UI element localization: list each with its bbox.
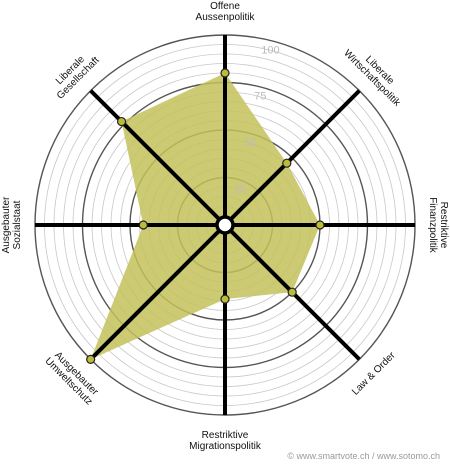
axis-label-line: Offene bbox=[210, 1, 240, 12]
axis-spoke bbox=[89, 223, 227, 361]
profile-area bbox=[90, 73, 320, 360]
axis-label-line: Aussenpolitik bbox=[196, 12, 256, 23]
data-point bbox=[138, 220, 148, 230]
axis-label-line: Ausgebauter bbox=[1, 196, 12, 253]
tick-label: 75 bbox=[254, 91, 266, 103]
data-point bbox=[86, 354, 96, 364]
data-point bbox=[315, 220, 325, 230]
axis-label-line: Finanzpolitik bbox=[427, 197, 438, 254]
tick-label: 50 bbox=[244, 137, 256, 149]
tick-labels: 25 50 75 100 bbox=[234, 44, 280, 195]
center-hub bbox=[215, 215, 235, 235]
axis-label-line: Restriktive bbox=[202, 430, 249, 441]
tick-label: 25 bbox=[234, 183, 246, 195]
axis-spoke bbox=[89, 89, 227, 227]
data-point bbox=[116, 116, 127, 127]
tick-label: 100 bbox=[261, 44, 279, 56]
axis-label-line: Restriktive bbox=[438, 202, 449, 249]
axis-label-line: Sozialstaat bbox=[12, 200, 23, 249]
data-point bbox=[287, 287, 297, 297]
data-point bbox=[282, 158, 292, 168]
axis-label: Ausgebauter Sozialstaat bbox=[1, 196, 23, 253]
data-points bbox=[86, 68, 325, 364]
axis-label-line: Migrationspolitik bbox=[189, 441, 262, 452]
profile-polygon bbox=[90, 73, 320, 360]
data-point bbox=[220, 68, 230, 78]
data-point bbox=[220, 294, 230, 304]
credit-text: © www.smartvote.ch / www.sotomo.ch bbox=[287, 451, 440, 461]
axis-spoke bbox=[223, 89, 361, 227]
